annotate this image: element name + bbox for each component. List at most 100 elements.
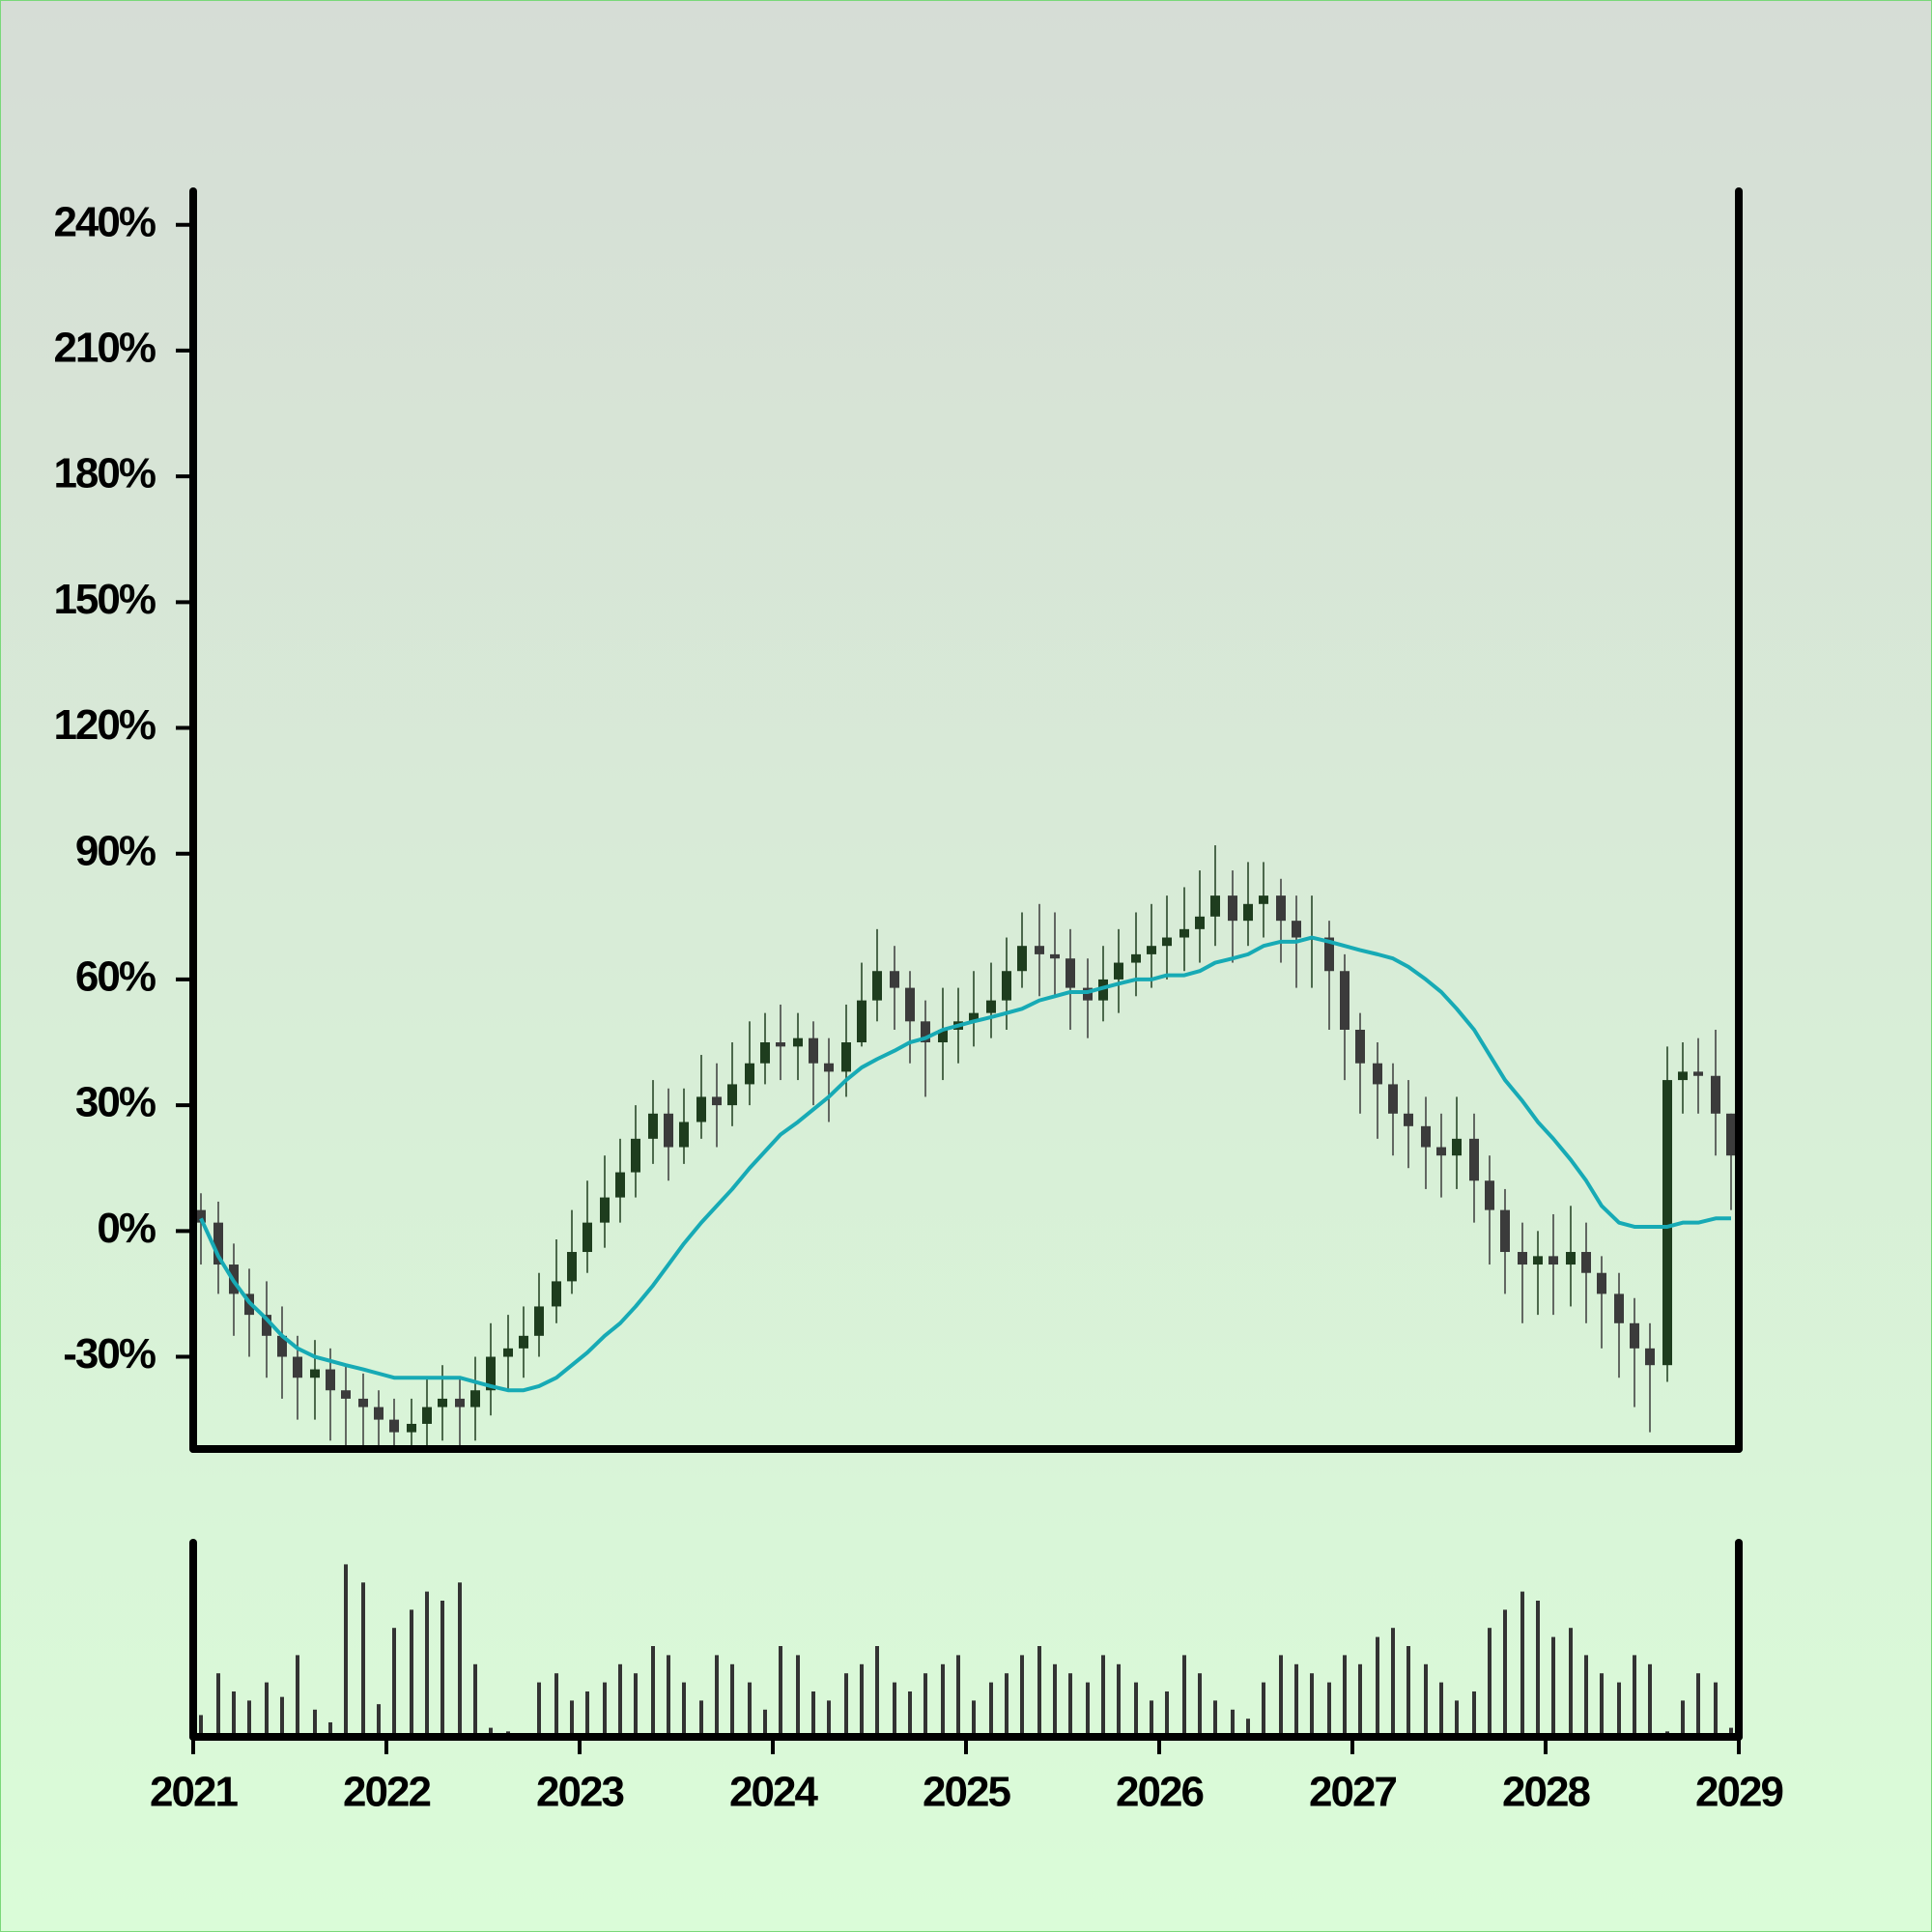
volume-bar [1681,1700,1685,1737]
volume-bar [1150,1700,1153,1737]
candle-body [1452,1138,1462,1156]
volume-bar [537,1682,541,1737]
volume-bar [585,1691,589,1737]
candle-body [277,1335,287,1357]
volume-bar [1310,1673,1314,1737]
candle-body [776,1042,785,1047]
volume-bar [1068,1673,1072,1737]
candle-body [1645,1348,1655,1366]
volume-bar [1358,1663,1362,1737]
candle-body [1355,1030,1365,1064]
volume-bar [1472,1691,1476,1737]
candle-body [1147,946,1156,954]
candle-body [1518,1252,1527,1265]
volume-bar [699,1700,703,1737]
candle-body [1002,971,1011,1001]
candle-body [824,1063,834,1072]
volume-bar [1503,1609,1507,1737]
candle-body [341,1390,351,1399]
candle-body [1726,1113,1736,1156]
volume-bar [1584,1655,1588,1737]
volume-bar [1648,1663,1652,1737]
y-tick-label: 120% [53,701,155,749]
volume-bar [216,1673,220,1737]
candle-body [1548,1256,1558,1265]
candle-body [262,1315,271,1336]
volume-bar [361,1582,365,1737]
candle-body [1404,1113,1413,1126]
y-tick-label: 0% [97,1205,155,1252]
volume-bar [410,1609,413,1737]
candle-body [1711,1075,1720,1114]
y-tick-label: 180% [53,450,155,497]
candle-body [1678,1071,1688,1081]
candle-body [310,1369,320,1378]
candle-body [921,1021,930,1043]
volume-bar [554,1673,558,1737]
volume-bar [1455,1700,1459,1737]
y-tick-label: 60% [75,953,156,1001]
candle-body [293,1356,302,1378]
candle-body [1162,937,1172,947]
volume-bar [1262,1682,1265,1737]
x-tick-label: 2023 [536,1769,623,1816]
volume-bar [941,1663,945,1737]
candle-body [1388,1084,1398,1114]
volume-bar [1696,1673,1700,1737]
volume-panel [199,1564,1733,1737]
volume-bar [956,1655,960,1737]
candle-body [422,1406,432,1424]
candle-body [1373,1063,1382,1085]
candle-body [1050,953,1060,959]
candle-body [615,1172,625,1198]
x-tick-label: 2029 [1695,1769,1782,1816]
candle-body [358,1398,368,1407]
candle-body [1421,1125,1431,1148]
volume-bar [893,1682,896,1737]
candle-body [1614,1293,1624,1323]
volume-bar [1086,1682,1090,1737]
volume-bar [1391,1628,1395,1737]
volume-bar [280,1696,284,1737]
volume-bar [1053,1663,1057,1737]
candle-body [793,1037,803,1047]
volume-bar [811,1691,815,1737]
volume-bar [1279,1655,1283,1737]
volume-bar [1600,1673,1604,1737]
axes: -30% 0% 30% 60% 90% 120% 150% 180% 210% 240% 2021 2… [53,187,1784,1816]
candle-body [407,1423,416,1433]
volume-bar [1294,1663,1298,1737]
volume-bar [570,1700,574,1737]
volume-bar [618,1663,622,1737]
volume-bar [1198,1673,1202,1737]
volume-bar [860,1663,864,1737]
volume-bar [1246,1719,1250,1737]
candle-body [1228,895,1237,922]
moving-average-line [199,935,1731,1393]
candle-body [1035,946,1044,954]
candle-body [1083,987,1093,1001]
volume-bar [763,1709,767,1737]
volume-bar [827,1700,831,1737]
candle-body [905,987,915,1022]
candle-body [1259,895,1268,904]
candle-body [1017,946,1027,972]
volume-bar [730,1663,734,1737]
volume-bar [1005,1673,1009,1737]
candle-body [1469,1138,1479,1181]
volume-bar [199,1715,203,1737]
volume-bar [908,1691,912,1737]
candle-body [631,1138,640,1173]
volume-bar [989,1682,993,1737]
volume-bar [377,1704,381,1737]
volume-bar [1406,1646,1410,1737]
volume-bar [1182,1655,1186,1737]
candle-body [1065,958,1075,988]
volume-bar [748,1682,752,1737]
candle-body [1436,1147,1446,1156]
candle-body [1114,962,1123,980]
candle-body [1693,1071,1703,1076]
candle-body [552,1281,561,1307]
volume-bar [1729,1727,1733,1737]
